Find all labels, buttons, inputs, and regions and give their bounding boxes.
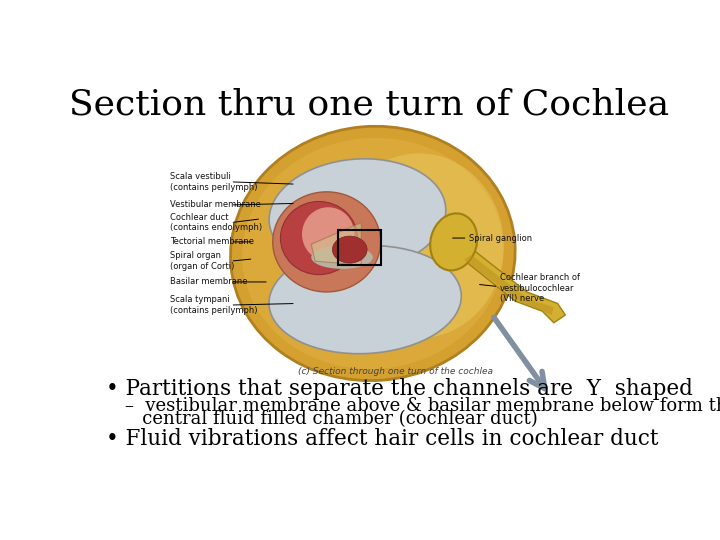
Ellipse shape — [269, 246, 462, 354]
Text: –  vestibular membrane above & basilar membrane below form the: – vestibular membrane above & basilar me… — [125, 397, 720, 415]
Text: Spiral organ
(organ of Corti): Spiral organ (organ of Corti) — [171, 252, 235, 271]
Ellipse shape — [430, 213, 477, 271]
Polygon shape — [311, 222, 361, 265]
Ellipse shape — [302, 207, 354, 261]
Ellipse shape — [242, 138, 504, 369]
Text: Cochlear branch of
vestibulocochlear
(VII) nerve: Cochlear branch of vestibulocochlear (VI… — [500, 273, 580, 303]
Text: Section thru one turn of Cochlea: Section thru one turn of Cochlea — [69, 88, 669, 122]
Ellipse shape — [273, 192, 381, 292]
Ellipse shape — [333, 236, 367, 263]
Text: central fluid filled chamber (cochlear duct): central fluid filled chamber (cochlear d… — [125, 410, 538, 429]
Text: Scala tympani
(contains perilymph): Scala tympani (contains perilymph) — [171, 295, 258, 315]
Text: • Partitions that separate the channels are  Y  shaped: • Partitions that separate the channels … — [106, 378, 693, 400]
Text: (c) Section through one turn of the cochlea: (c) Section through one turn of the coch… — [299, 367, 493, 376]
Ellipse shape — [281, 201, 357, 275]
Polygon shape — [464, 255, 554, 315]
Text: Vestibular membrane: Vestibular membrane — [171, 200, 261, 210]
Ellipse shape — [311, 246, 373, 269]
Text: Basilar membrane: Basilar membrane — [171, 278, 248, 286]
Text: Tectorial membrane: Tectorial membrane — [171, 238, 254, 246]
Text: Scala vestibuli
(contains perilymph): Scala vestibuli (contains perilymph) — [171, 172, 258, 192]
Text: Spiral ganglion: Spiral ganglion — [469, 233, 532, 242]
Text: • Fluid vibrations affect hair cells in cochlear duct: • Fluid vibrations affect hair cells in … — [106, 428, 658, 450]
Text: Cochlear duct
(contains endolymph): Cochlear duct (contains endolymph) — [171, 213, 263, 232]
Polygon shape — [465, 249, 565, 323]
Ellipse shape — [230, 126, 516, 381]
Ellipse shape — [334, 153, 504, 338]
Bar — [338, 231, 381, 265]
Ellipse shape — [269, 159, 446, 271]
